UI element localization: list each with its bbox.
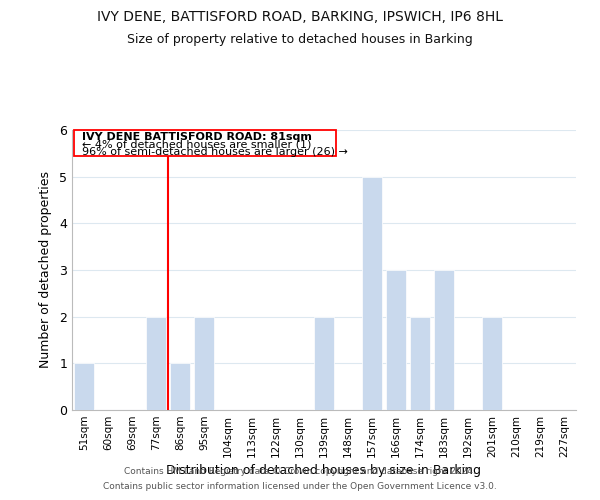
Text: Size of property relative to detached houses in Barking: Size of property relative to detached ho… (127, 32, 473, 46)
Text: IVY DENE, BATTISFORD ROAD, BARKING, IPSWICH, IP6 8HL: IVY DENE, BATTISFORD ROAD, BARKING, IPSW… (97, 10, 503, 24)
Bar (146, 316, 166, 410)
Bar (362, 176, 382, 410)
Text: Contains HM Land Registry data © Crown copyright and database right 2024.: Contains HM Land Registry data © Crown c… (124, 467, 476, 476)
Bar (434, 270, 454, 410)
Bar (410, 316, 430, 410)
Bar (386, 270, 406, 410)
Bar (194, 316, 214, 410)
Y-axis label: Number of detached properties: Number of detached properties (39, 172, 52, 368)
Bar (74, 364, 94, 410)
Bar (482, 316, 502, 410)
Text: ← 4% of detached houses are smaller (1): ← 4% of detached houses are smaller (1) (82, 140, 311, 150)
X-axis label: Distribution of detached houses by size in Barking: Distribution of detached houses by size … (167, 464, 482, 477)
Text: Contains public sector information licensed under the Open Government Licence v3: Contains public sector information licen… (103, 482, 497, 491)
Bar (170, 364, 190, 410)
Text: IVY DENE BATTISFORD ROAD: 81sqm: IVY DENE BATTISFORD ROAD: 81sqm (82, 132, 311, 142)
Bar (314, 316, 334, 410)
Text: 96% of semi-detached houses are larger (26) →: 96% of semi-detached houses are larger (… (82, 147, 347, 157)
